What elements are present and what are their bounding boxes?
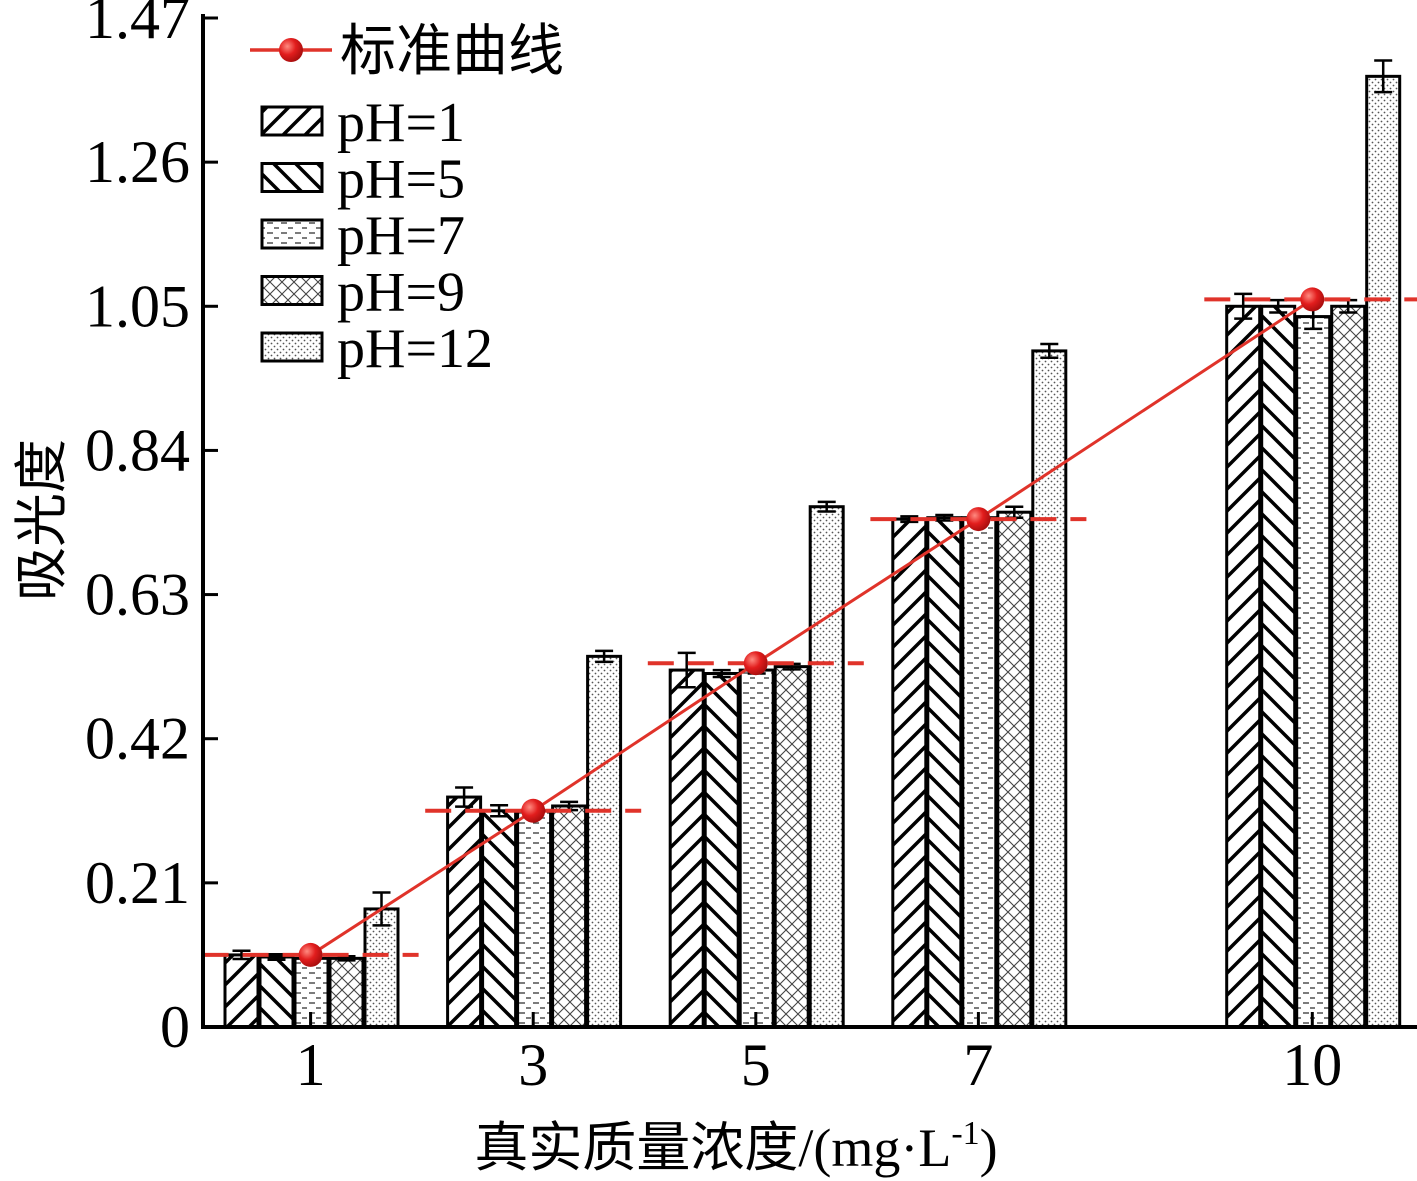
bar-pH=5-10 xyxy=(1260,304,1297,1029)
legend-label-pH=9: pH=9 xyxy=(337,262,465,324)
error-bar-pH=1-10 xyxy=(1234,292,1253,320)
legend-swatch-pH=7 xyxy=(260,218,324,250)
y-tick-label-0.42: 0.42 xyxy=(85,706,190,772)
bar-pH=9-10 xyxy=(1330,304,1367,1029)
x-tick-label-5: 5 xyxy=(741,1032,771,1098)
bar-pH=5-5 xyxy=(703,672,740,1029)
standard-curve-point-3 xyxy=(521,798,546,823)
standard-reference-dashes xyxy=(202,297,1417,957)
legend-label-pH=1: pH=1 xyxy=(337,92,465,154)
error-bar-pH=1-3 xyxy=(455,786,474,808)
bar-pH=12-3 xyxy=(586,654,623,1029)
legend-curve-marker xyxy=(279,38,303,62)
bar-pH=7-3 xyxy=(516,809,553,1029)
y-tick-label-0.84: 0.84 xyxy=(85,417,190,483)
bar-groups xyxy=(223,59,1402,1029)
standard-curve-point-10 xyxy=(1300,287,1325,312)
x-axis-label: 真实质量浓度/(mg·L-1) xyxy=(474,1115,997,1178)
x-tick-label-3: 3 xyxy=(518,1032,548,1098)
error-bar-pH=5-5 xyxy=(712,668,731,679)
standard-curve-point-5 xyxy=(743,651,768,676)
bar-pH=1-3 xyxy=(446,795,483,1029)
bar-pH=7-10 xyxy=(1295,315,1332,1029)
error-bar-pH=5-7 xyxy=(935,513,954,522)
legend: 标准曲线 pH=1pH=5pH=7pH=9pH=12 xyxy=(250,21,564,380)
y-tick-label-0.21: 0.21 xyxy=(85,850,190,916)
standard-curve-point-7 xyxy=(966,507,991,532)
legend-label-pH=12: pH=12 xyxy=(337,318,493,380)
bar-pH=12-10 xyxy=(1365,74,1402,1029)
standard-curve xyxy=(298,287,1325,967)
standard-curve-point-1 xyxy=(298,942,323,967)
legend-label-standard-curve: 标准曲线 xyxy=(340,21,564,83)
legend-label-pH=5: pH=5 xyxy=(337,149,465,211)
x-tick-label-1: 1 xyxy=(296,1032,326,1098)
x-ticks: 1 3 5 7 10 xyxy=(296,1012,1342,1098)
bar-pH=1-10 xyxy=(1225,304,1262,1029)
bar-pH=9-1 xyxy=(328,956,365,1029)
legend-swatch-pH=1 xyxy=(260,105,324,137)
bar-pH=5-7 xyxy=(926,516,963,1029)
error-bar-pH=5-10 xyxy=(1269,298,1288,314)
legend-swatch-pH=9 xyxy=(260,275,324,306)
bar-pH=5-1 xyxy=(258,955,295,1029)
error-bar-pH=12-7 xyxy=(1040,342,1059,360)
bar-pH=9-3 xyxy=(551,804,588,1029)
legend-swatch-pH=5 xyxy=(260,162,324,193)
y-ticks: 0 0.21 0.42 0.63 0.84 1.05 1.26 1.47 xyxy=(85,0,218,1060)
y-tick-label-1.05: 1.05 xyxy=(85,273,190,339)
bar-pH=12-7 xyxy=(1031,349,1068,1029)
error-bar-pH=5-3 xyxy=(490,804,509,818)
bar-pH=1-7 xyxy=(891,517,928,1029)
error-bar-pH=12-5 xyxy=(817,500,836,513)
y-tick-label-0.63: 0.63 xyxy=(85,562,190,628)
bar-pH=1-5 xyxy=(668,668,705,1029)
error-bar-pH=12-3 xyxy=(595,649,614,664)
y-tick-label-1.47: 1.47 xyxy=(85,0,190,51)
error-bar-pH=1-1 xyxy=(232,949,251,961)
bar-pH=9-7 xyxy=(996,510,1033,1029)
axes xyxy=(201,14,1417,1029)
bar-pH=1-1 xyxy=(223,953,260,1029)
x-tick-label-7: 7 xyxy=(963,1032,993,1098)
legend-swatch-pH=12 xyxy=(260,331,324,363)
bar-pH=9-5 xyxy=(773,665,810,1029)
x-tick-label-10: 10 xyxy=(1282,1032,1342,1098)
error-bar-pH=5-1 xyxy=(267,952,286,961)
y-tick-label-0: 0 xyxy=(160,994,190,1060)
bar-pH=7-5 xyxy=(738,668,775,1029)
error-bar-pH=12-10 xyxy=(1374,59,1393,94)
bar-pH=5-3 xyxy=(481,809,518,1029)
y-tick-label-1.26: 1.26 xyxy=(85,129,190,195)
error-bar-pH=1-5 xyxy=(677,651,696,689)
legend-label-pH=7: pH=7 xyxy=(337,205,465,267)
y-axis-label: 吸光度 xyxy=(12,439,72,601)
bar-pH=12-5 xyxy=(808,505,845,1029)
error-bar-pH=1-7 xyxy=(900,515,919,524)
bar-pH=7-7 xyxy=(961,516,998,1029)
